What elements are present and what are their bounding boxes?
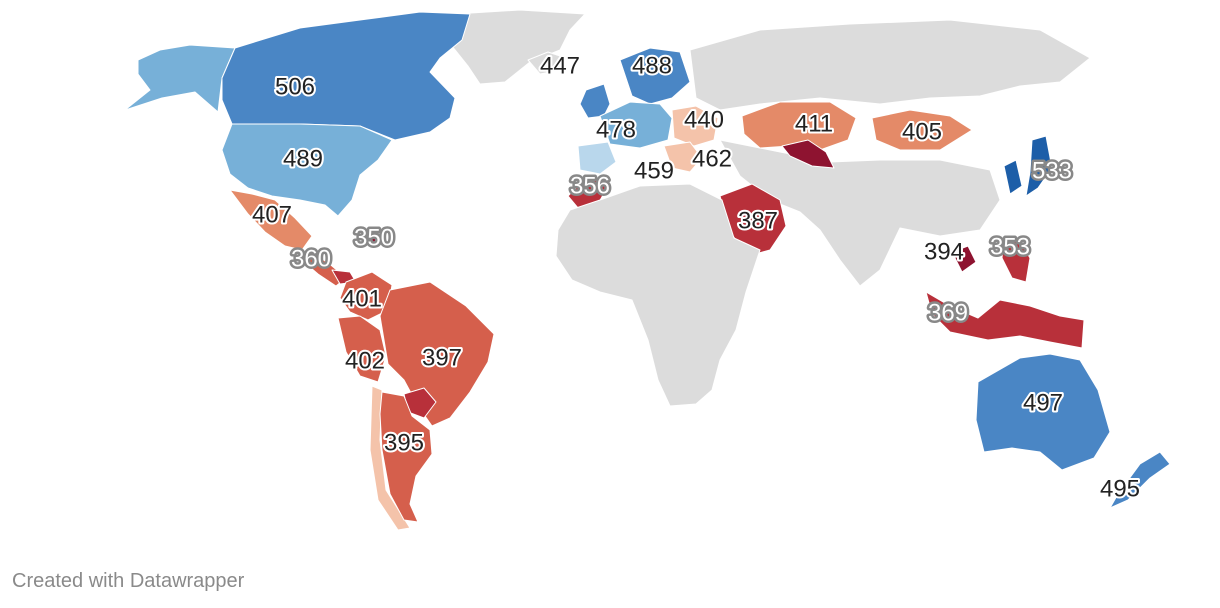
credit-text[interactable]: Created with Datawrapper bbox=[12, 570, 245, 592]
label-australia: 497 bbox=[1023, 389, 1063, 416]
region-africa[interactable] bbox=[555, 183, 761, 407]
label-indonesia: 369 bbox=[928, 299, 968, 326]
region-iberia[interactable] bbox=[577, 141, 617, 175]
region-iceland[interactable] bbox=[527, 51, 567, 75]
label-kazakhstan: 411 bbox=[795, 110, 833, 137]
region-united-states[interactable] bbox=[221, 123, 393, 217]
label-japan: 533 bbox=[1032, 157, 1072, 184]
region-uzbekistan[interactable] bbox=[781, 139, 835, 169]
region-mexico[interactable] bbox=[229, 189, 313, 251]
value-labels: 506 489 407 350 360 401 402 397 395 447 … bbox=[250, 50, 1142, 504]
region-russia[interactable] bbox=[689, 19, 1091, 111]
world-map: 506 489 407 350 360 401 402 397 395 447 … bbox=[124, 9, 1171, 531]
label-morocco: 356 bbox=[570, 172, 610, 199]
region-morocco[interactable] bbox=[567, 175, 609, 209]
region-alaska[interactable] bbox=[124, 44, 236, 113]
label-philippines: 353 bbox=[990, 233, 1030, 260]
region-new-zealand[interactable] bbox=[1109, 451, 1171, 509]
region-cambodia[interactable] bbox=[951, 245, 977, 273]
region-dominican-republic[interactable] bbox=[363, 233, 383, 247]
region-eastern-europe[interactable] bbox=[671, 105, 719, 147]
label-mexico: 407 bbox=[252, 201, 292, 228]
region-australia[interactable] bbox=[975, 353, 1111, 471]
label-peru: 402 bbox=[345, 347, 385, 374]
label-scandinavia: 488 bbox=[632, 52, 672, 79]
label-canada: 506 bbox=[275, 73, 315, 100]
label-dominican-republic: 350 bbox=[354, 224, 394, 251]
region-korea[interactable] bbox=[1003, 159, 1023, 195]
region-balkans[interactable] bbox=[663, 141, 703, 173]
country-shapes bbox=[124, 9, 1171, 531]
label-saudi-arabia: 387 bbox=[738, 207, 778, 234]
region-peru[interactable] bbox=[337, 315, 387, 383]
region-indonesia[interactable] bbox=[925, 291, 1085, 349]
label-iberia: 459 bbox=[634, 157, 674, 184]
region-mongolia[interactable] bbox=[871, 109, 973, 151]
label-balkans: 462 bbox=[692, 145, 732, 172]
label-colombia: 401 bbox=[342, 285, 382, 312]
region-western-europe[interactable] bbox=[599, 101, 673, 149]
region-argentina[interactable] bbox=[379, 391, 433, 523]
label-eastern-europe: 440 bbox=[684, 106, 724, 133]
region-asia[interactable] bbox=[719, 139, 1001, 287]
region-philippines[interactable] bbox=[1001, 235, 1031, 283]
label-brazil: 397 bbox=[422, 344, 462, 371]
label-mongolia: 405 bbox=[902, 118, 942, 145]
label-new-zealand: 495 bbox=[1100, 475, 1140, 502]
label-panama: 360 bbox=[291, 245, 331, 272]
label-western-europe: 478 bbox=[596, 116, 636, 143]
label-cambodia: 394 bbox=[924, 238, 964, 265]
region-canada[interactable] bbox=[221, 11, 471, 141]
region-brazil[interactable] bbox=[379, 281, 495, 427]
region-japan[interactable] bbox=[1025, 135, 1053, 197]
region-scandinavia[interactable] bbox=[619, 47, 691, 105]
region-colombia[interactable] bbox=[339, 271, 393, 321]
label-iceland: 447 bbox=[540, 52, 580, 79]
label-united-states: 489 bbox=[283, 145, 323, 172]
label-argentina: 395 bbox=[384, 429, 424, 456]
region-kazakhstan[interactable] bbox=[741, 101, 857, 151]
